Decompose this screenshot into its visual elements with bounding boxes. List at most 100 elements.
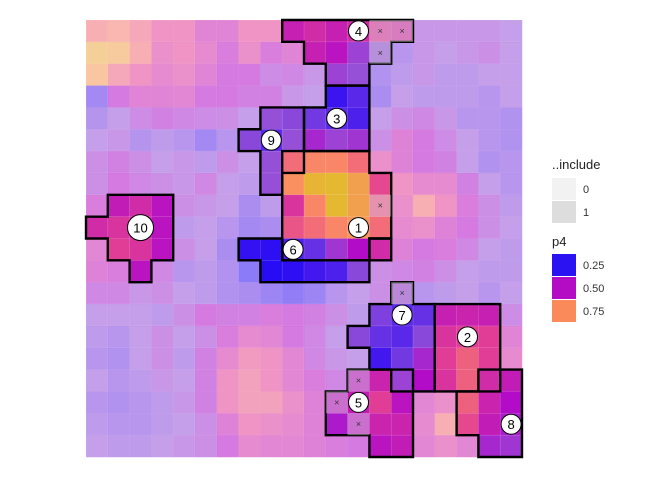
heatmap-cell [325,41,349,65]
heatmap-cell [412,303,436,327]
include-cell [325,391,348,414]
heatmap-cell [216,413,240,436]
heatmap-cell [434,216,458,240]
heatmap-cell [85,19,109,43]
heatmap-cell [412,63,436,87]
heatmap-cell [390,391,414,414]
heatmap-cell [412,107,436,130]
heatmap-cell [107,194,131,218]
heatmap-cell [434,129,458,152]
heatmap-cell [129,172,152,196]
heatmap-cell [434,413,458,436]
heatmap-cell [260,172,283,196]
heatmap-cell [238,325,261,349]
heatmap-cell [194,413,218,436]
heatmap-cell [390,150,414,174]
heatmap-cell [216,85,240,108]
heatmap-cell [172,347,196,371]
heatmap-cell [369,391,392,414]
heatmap-cell [390,325,414,349]
heatmap-cell [478,63,501,87]
heatmap-cell [412,216,436,240]
heatmap-cell [172,413,196,436]
heatmap-cell [434,325,458,349]
heatmap-cell [499,172,523,196]
heatmap-cell [347,41,370,65]
heatmap-cell [260,194,283,218]
include-cell [369,41,392,64]
region-label-badge-8 [500,413,522,435]
heatmap-cell [238,85,261,108]
heatmap-cell [347,238,370,261]
heatmap-cell [107,85,131,108]
heatmap-cell [347,85,370,108]
heatmap-cell [412,194,436,218]
heatmap-cell [260,238,283,261]
heatmap-cell [434,63,458,87]
heatmap-cell [434,238,458,261]
heatmap-cell [303,19,327,43]
heatmap-cell [412,325,436,349]
heatmap-cell [172,303,196,327]
heatmap-cell [85,194,109,218]
heatmap-cell [434,172,458,196]
heatmap-cell [129,369,152,393]
legend-p4: p4 0.25 0.50 0.75 [552,234,604,322]
region-label-badge-10 [127,214,154,242]
heatmap-cell [260,63,283,87]
heatmap-cell [281,41,305,65]
heatmap-cell [390,41,414,65]
heatmap-cell [151,85,174,108]
heatmap-cell [172,85,196,108]
heatmap-cell [172,281,196,305]
heatmap-cell [216,63,240,87]
heatmap-cell [107,369,131,393]
heatmap-cell [151,413,174,436]
heatmap-cell [303,216,327,240]
heatmap-cell [194,369,218,393]
heatmap-cell [281,172,305,196]
heatmap-cell [347,172,370,196]
region-label-9: 9 [268,133,275,148]
legend-p4-title: p4 [552,234,566,249]
include-marker: × [378,201,383,211]
heatmap-cell [325,63,349,87]
heatmap-cell [412,434,436,458]
heatmap-cell [412,129,436,152]
heatmap-cell [260,107,283,130]
heatmap-cell [238,413,261,436]
heatmap-cell [303,325,327,349]
region-label-badge-9 [260,129,282,151]
heatmap-cell [216,194,240,218]
heatmap-cell [107,391,131,414]
heatmap-cell [434,260,458,283]
heatmap-cell [107,238,131,261]
heatmap-cell [369,85,392,108]
heatmap-cell [434,150,458,174]
heatmap-cell [194,281,218,305]
heatmap-cell [303,413,327,436]
heatmap-cell [238,216,261,240]
heatmap-cell [478,41,501,65]
heatmap-cell [107,19,131,43]
heatmap-cell [303,303,327,327]
heatmap-cell [281,434,305,458]
heatmap-cell [390,63,414,87]
heatmap-cell [281,260,305,283]
heatmap-cell [347,347,370,371]
heatmap-cell [347,325,370,349]
heatmap-cell [478,85,501,108]
heatmap-cell [369,260,392,283]
region-label-3: 3 [333,111,340,126]
heatmap-cell [238,434,261,458]
heatmap-cell [216,303,240,327]
heatmap-cell [172,150,196,174]
heatmap-cell [216,172,240,196]
heatmap-cell [434,369,458,393]
heatmap-cell [499,41,523,65]
region-outline-10 [84,193,175,284]
heatmap-cell [151,107,174,130]
heatmap-cell [281,281,305,305]
heatmap-cell [238,347,261,371]
heatmap-cell [151,63,174,87]
